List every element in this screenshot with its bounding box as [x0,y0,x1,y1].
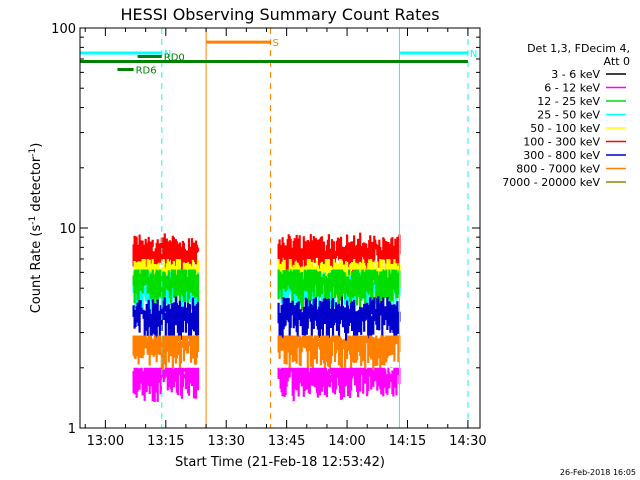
x-tick-label: 14:30 [449,434,486,449]
x-tick-label: 14:15 [389,434,426,449]
legend-label: 50 - 100 keV [530,122,600,135]
event-bar-label: RD0 [164,53,185,64]
y-axis-label-tail: detector [29,156,44,216]
x-tick-label: 13:30 [207,434,244,449]
y-axis-label-sup1: -1 [28,216,38,225]
legend-label: 12 - 25 keV [537,95,600,108]
event-bar-label: RD6 [136,66,157,77]
series-layer [132,232,401,402]
y-axis: 1 10 100 [51,22,480,437]
x-tick-label: 13:45 [268,434,305,449]
y-axis-label-main: Count Rate (s [29,225,44,314]
y-axis-label-sup2: -1 [28,148,38,157]
legend-label: 6 - 12 keV [544,82,600,95]
y-axis-label: Count Rate (s-1 detector-1) [28,143,44,314]
legend-label: 100 - 300 keV [523,136,600,149]
legend-label: 300 - 800 keV [523,149,600,162]
y-tick-label: 1 [68,422,76,437]
event-bar-label: N [164,49,171,60]
event-layer: N N S RD0 RD6 [80,38,477,77]
footer-timestamp: 26-Feb-2018 16:05 [560,468,636,477]
legend-label: 3 - 6 keV [551,68,600,81]
event-bar-label: S [273,38,279,49]
series-trace [132,335,200,370]
legend-header: Att 0 [604,55,630,68]
legend-label: 25 - 50 keV [537,109,600,122]
y-axis-label-end: ) [29,143,44,148]
x-axis: 13:00 13:15 13:30 13:45 14:00 14:15 14:30 [84,28,487,449]
chart-title: HESSI Observing Summary Count Rates [120,5,439,24]
legend-label: 800 - 7000 keV [516,163,600,176]
x-axis-label: Start Time (21-Feb-18 12:53:42) [175,455,385,470]
series-trace [132,367,200,402]
series-trace [277,296,401,345]
y-tick-label: 100 [51,22,76,37]
series-trace [277,367,401,402]
x-tick-label: 14:00 [328,434,365,449]
event-bar-label: N [470,49,477,60]
x-tick-label: 13:00 [87,434,124,449]
legend-label: 7000 - 20000 keV [502,176,600,189]
series-trace [132,269,200,308]
x-tick-label: 13:15 [147,434,184,449]
series-trace [277,269,401,311]
y-tick-label: 10 [59,222,76,237]
series-trace [277,335,401,372]
legend-header: Det 1,3, FDecim 4, [527,42,630,55]
